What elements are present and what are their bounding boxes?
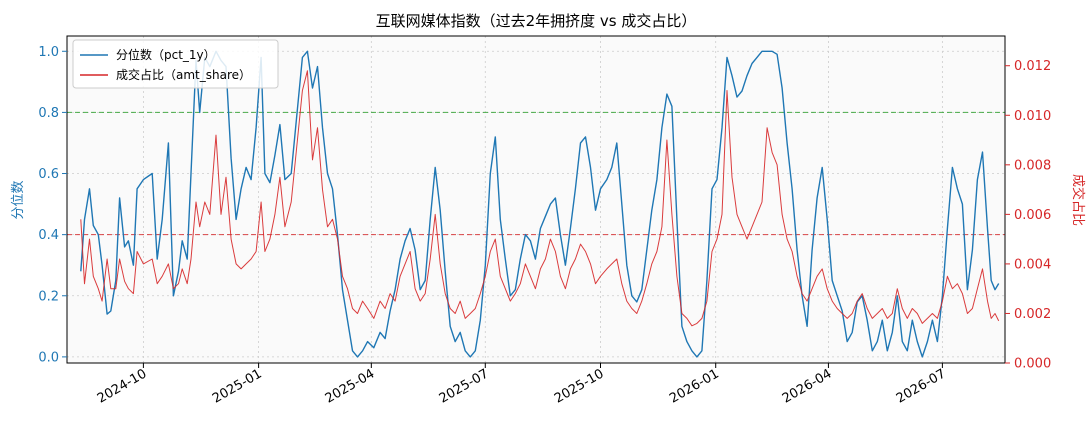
- legend-label-amt: 成交占比（amt_share）: [116, 67, 251, 82]
- y-left-tick-label: 0.0: [38, 350, 59, 365]
- y-axis-left-label: 分位数: [11, 180, 26, 219]
- x-tick-label: 2026-01: [667, 366, 722, 406]
- y-right-tick-label: 0.004: [1014, 257, 1051, 272]
- reference-lines: [67, 111, 1005, 236]
- chart-title: 互联网媒体指数（过去2年拥挤度 vs 成交占比）: [376, 12, 697, 30]
- legend: 分位数（pct_1y） 成交占比（amt_share）: [72, 39, 279, 89]
- y-left-tick-label: 0.6: [38, 167, 59, 182]
- x-tick-label: 2026-04: [780, 366, 835, 406]
- plot-frame: [66, 35, 1006, 364]
- y-right-tick-label: 0.000: [1014, 357, 1051, 372]
- series-line-amt: [80, 70, 1000, 327]
- x-tick-label: 2024-10: [95, 366, 150, 406]
- x-tick-label: 2025-10: [552, 366, 607, 406]
- x-tick-label: 2025-07: [437, 366, 492, 406]
- y-axis-right-label: 成交占比: [1070, 174, 1086, 226]
- series-line-pct: [80, 50, 1000, 358]
- series-lines: [80, 50, 1000, 358]
- x-tick-label: 2026-07: [894, 366, 949, 406]
- y-right-tick-label: 0.008: [1014, 158, 1051, 173]
- y-left-tick-label: 0.8: [38, 106, 59, 121]
- x-tick-label: 2025-01: [210, 366, 265, 406]
- y-axis-right: 0.000 0.002 0.004 0.006 0.008 0.010 0.012: [1005, 59, 1051, 372]
- y-axis-left: 0.0 0.2 0.4 0.6 0.8 1.0: [38, 45, 67, 365]
- y-right-tick-label: 0.012: [1014, 59, 1051, 74]
- y-right-tick-label: 0.006: [1014, 208, 1051, 223]
- legend-box: [72, 39, 279, 89]
- y-left-tick-label: 0.2: [38, 289, 59, 304]
- y-right-tick-label: 0.002: [1014, 307, 1051, 322]
- x-tick-label: 2025-04: [323, 366, 378, 406]
- legend-label-pct: 分位数（pct_1y）: [116, 47, 216, 62]
- y-right-tick-label: 0.010: [1014, 109, 1051, 124]
- y-left-tick-label: 0.4: [38, 228, 59, 243]
- y-left-tick-label: 1.0: [38, 45, 59, 60]
- x-axis: 2024-10 2025-01 2025-04 2025-07 2025-10 2026-…: [95, 363, 949, 407]
